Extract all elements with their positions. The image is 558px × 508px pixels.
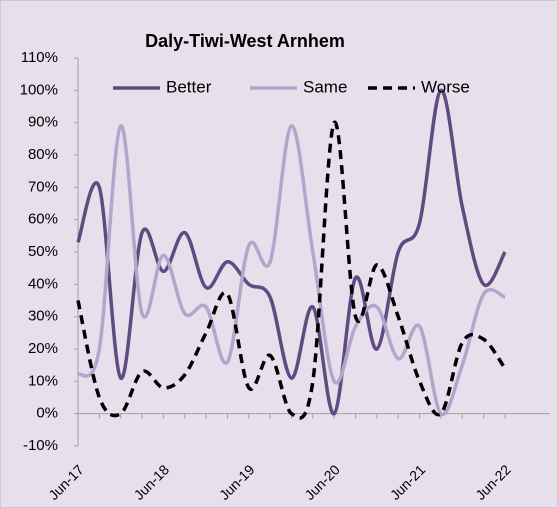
y-tick-label: 70% [28, 178, 58, 195]
series-line [76, 124, 506, 417]
legend-label: Better [166, 77, 212, 96]
y-tick-label: 100% [20, 81, 58, 98]
y-tick-label: -10% [23, 437, 58, 454]
series-line [76, 120, 507, 420]
legend-label: Worse [421, 77, 470, 96]
x-tick-label: Jun-22 [472, 461, 514, 503]
series-line [76, 88, 507, 416]
legend-label: Same [303, 77, 347, 96]
x-tick-label: Jun-17 [45, 461, 87, 503]
x-tick-label: Jun-21 [387, 461, 429, 503]
y-tick-label: 20% [28, 340, 58, 357]
y-tick-label: 40% [28, 275, 58, 292]
y-tick-label: 30% [28, 308, 58, 325]
x-tick-label: Jun-20 [301, 461, 343, 503]
y-tick-label: 50% [28, 243, 58, 260]
y-tick-label: 80% [28, 146, 58, 163]
y-tick-label: 0% [36, 405, 58, 422]
y-tick-label: 10% [28, 372, 58, 389]
y-tick-label: 90% [28, 114, 58, 131]
y-tick-label: 110% [21, 49, 58, 66]
x-tick-label: Jun-18 [131, 461, 173, 503]
x-tick-label: Jun-19 [216, 461, 258, 503]
y-tick-label: 60% [28, 211, 58, 228]
chart-title: Daly-Tiwi-West Arnhem [145, 31, 345, 51]
